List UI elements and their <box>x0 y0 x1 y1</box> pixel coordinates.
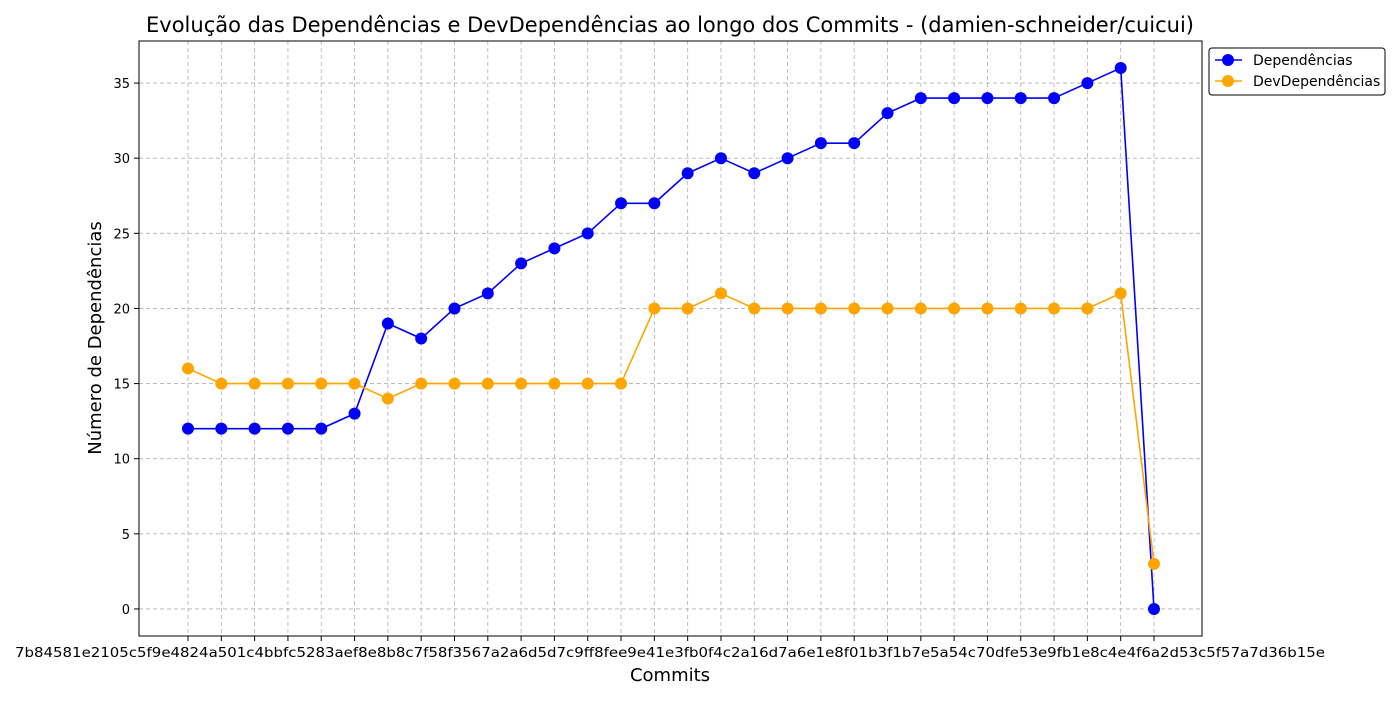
data-point <box>381 392 394 405</box>
legend-marker-devdependencias <box>1222 75 1234 87</box>
data-point <box>981 302 994 315</box>
x-tick-labels: 7b84581e2105c5f9e4824a501c4bbfc5283aef8e… <box>15 646 1325 661</box>
data-point <box>515 377 528 390</box>
data-point <box>281 422 294 435</box>
chart-title: Evolução das Dependências e DevDependênc… <box>146 13 1194 37</box>
data-point <box>848 137 861 150</box>
data-point <box>1048 302 1061 315</box>
data-point <box>981 92 994 105</box>
x-axis-label: Commits <box>630 665 710 686</box>
data-point <box>814 302 827 315</box>
data-point <box>481 287 494 300</box>
data-point <box>1014 92 1027 105</box>
data-point <box>914 302 927 315</box>
data-point <box>1114 287 1127 300</box>
y-tick-label: 20 <box>113 302 130 317</box>
series-dependencias <box>182 62 1160 615</box>
data-point <box>714 287 727 300</box>
legend-frame <box>1208 47 1386 96</box>
legend-marker-dependencias <box>1222 54 1234 66</box>
legend: Dependências DevDependências <box>1208 47 1386 96</box>
data-point <box>881 302 894 315</box>
data-point <box>615 197 628 210</box>
data-point <box>281 377 294 390</box>
data-point <box>182 362 194 375</box>
data-point <box>948 302 961 315</box>
data-point <box>215 422 228 435</box>
series-line <box>187 292 1155 564</box>
data-point <box>248 422 261 435</box>
grid <box>139 41 1202 636</box>
data-point <box>781 152 794 165</box>
data-point <box>548 377 561 390</box>
data-point <box>581 377 594 390</box>
y-tick-label: 35 <box>113 77 130 92</box>
y-tick-label: 5 <box>122 528 130 543</box>
data-point <box>248 377 261 390</box>
data-point <box>648 302 661 315</box>
y-tick-label: 10 <box>113 453 130 468</box>
legend-label-dependencias: Dependências <box>1253 53 1353 69</box>
data-point <box>714 152 727 165</box>
data-point <box>548 242 561 255</box>
data-point <box>348 407 361 420</box>
y-tick-label: 0 <box>122 603 130 618</box>
data-point <box>448 302 461 315</box>
data-point <box>581 227 594 240</box>
data-point <box>215 377 228 390</box>
series-devdependencias <box>182 287 1160 570</box>
data-point <box>1081 77 1094 90</box>
data-point <box>448 377 461 390</box>
data-point <box>348 377 361 390</box>
data-point <box>381 317 394 330</box>
data-point <box>515 257 528 270</box>
data-point <box>1014 302 1027 315</box>
data-point <box>315 422 328 435</box>
series-line <box>188 66 1155 609</box>
data-point <box>648 197 661 210</box>
data-point <box>1081 302 1094 315</box>
data-point <box>1148 557 1160 570</box>
data-point <box>748 302 761 315</box>
x-axis <box>187 636 1155 641</box>
data-point <box>315 377 328 390</box>
data-point <box>481 377 494 390</box>
data-point <box>1048 92 1061 105</box>
data-point <box>681 167 694 180</box>
legend-label-devdependencias: DevDependências <box>1253 74 1380 90</box>
y-axis: 0 5 10 15 20 25 30 35 <box>113 77 139 618</box>
y-axis-label: Número de Dependências <box>85 221 106 455</box>
data-point <box>415 332 428 345</box>
plot-area-frame <box>138 40 1203 637</box>
data-point <box>182 422 194 435</box>
data-point <box>781 302 794 315</box>
data-point <box>1114 62 1127 75</box>
data-point <box>415 377 428 390</box>
data-point <box>615 377 628 390</box>
data-point <box>881 107 894 120</box>
data-point <box>1148 602 1160 615</box>
y-tick-label: 30 <box>113 152 130 167</box>
data-point <box>681 302 694 315</box>
data-point <box>948 92 961 105</box>
data-point <box>848 302 861 315</box>
data-point <box>814 137 827 150</box>
y-tick-label: 15 <box>113 378 130 393</box>
data-point <box>748 167 761 180</box>
series-layer <box>182 62 1160 615</box>
y-tick-label: 25 <box>113 227 130 242</box>
data-point <box>914 92 927 105</box>
